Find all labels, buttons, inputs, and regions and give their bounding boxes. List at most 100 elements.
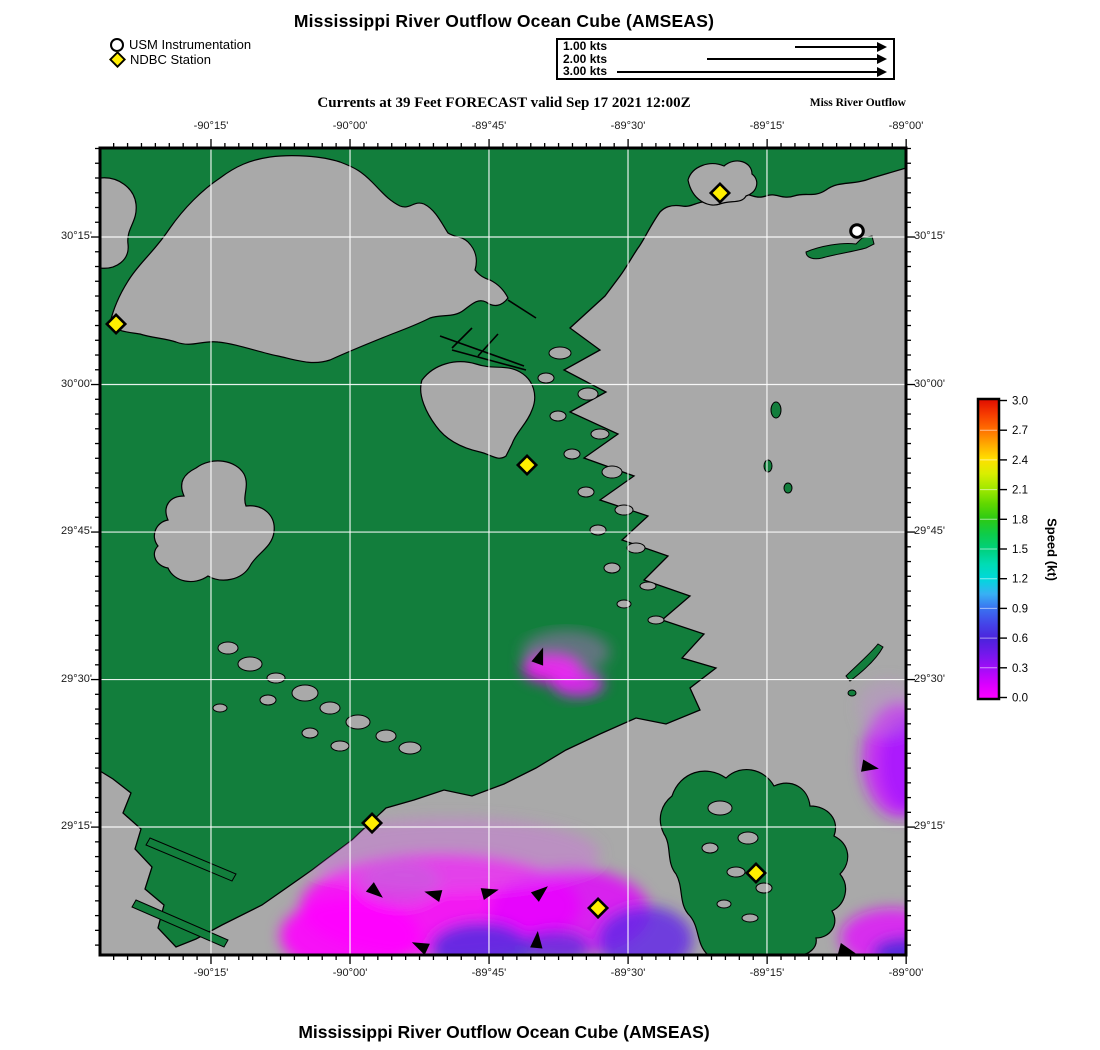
coastal-bay-northeast: [687, 160, 758, 206]
axis-tick-label: 30°00': [61, 377, 92, 390]
speed-blob: [858, 680, 906, 736]
scale-1kt-label: 1.00 kts: [563, 39, 608, 53]
speed-blob: [880, 715, 906, 811]
axis-tick-label: -89°30': [610, 967, 646, 979]
current-vector-arrow-icon: [424, 890, 443, 903]
marsh-ponds-biloxi: [537, 346, 665, 625]
map-panel: -90°15' -90°00' -89°45' -89°30' -89°15' -89°0…: [61, 120, 945, 979]
coastal-spit-2: [131, 899, 229, 948]
ndbc-station-marker: [708, 181, 732, 205]
outflow-corner-label: Miss River Outflow: [809, 97, 906, 109]
ndbc-station-marker: [105, 312, 128, 336]
barrier-islands: [805, 235, 875, 260]
axis-tick-label: -89°15': [749, 967, 785, 979]
current-vector-arrow-icon: [365, 882, 383, 898]
colorbar-tick-label: 0.9: [1012, 603, 1028, 615]
scale-3kt-label: 3.00 kts: [563, 64, 608, 79]
small-islands: [763, 401, 857, 697]
axis-tick-label: -90°00': [332, 120, 368, 132]
current-vector-arrow-icon: [530, 886, 548, 902]
stations-and-vectors: [105, 181, 879, 956]
currents-map: [91, 139, 915, 964]
current-vector-arrow-icon: [861, 759, 879, 772]
ndbc-diamond-icon: [109, 51, 126, 68]
twin-lobe-lake: [153, 460, 275, 583]
speed-blob: [522, 630, 610, 674]
axis-tick-label: 29°15': [61, 820, 92, 832]
current-vector-arrow-icon: [530, 931, 543, 949]
axis-ticks: [91, 139, 915, 964]
mississippi-sound-gulf-water: [99, 167, 907, 956]
page-title-bottom: Mississippi River Outflow Ocean Cube (AM…: [298, 1022, 710, 1042]
colorbar-tick-label: 2.4: [1012, 455, 1029, 467]
speed-blob: [552, 671, 604, 697]
ndbc-station-marker: [360, 812, 384, 835]
colorbar-tick-label: 1.5: [1012, 544, 1028, 556]
scale-1kt-arrow-icon: [795, 41, 887, 52]
axis-tick-label: -90°00': [332, 967, 368, 979]
colorbar-tick-label: 1.8: [1012, 514, 1028, 526]
lake-borgne: [420, 361, 536, 459]
axis-tick-label: 29°30': [914, 672, 945, 685]
longitude-axis-bottom: -90°15' -90°00' -89°45' -89°30' -89°15' -89°0…: [100, 967, 924, 981]
colorbar-tick-label: 1.2: [1012, 574, 1028, 586]
colorbar-tick-label: 0.6: [1012, 633, 1028, 645]
station-legend: USM Instrumentation NDBC Station: [109, 37, 251, 68]
axis-tick-label: 29°30': [61, 672, 92, 685]
colorbar-tick-label: 0.3: [1012, 663, 1028, 675]
legend-ndbc-label: NDBC Station: [130, 52, 211, 67]
current-vector-arrow-icon: [531, 647, 544, 666]
speed-colorbar: 3.0 2.7 2.4 2.1 1.8 1.5 1.2 0.9 0.6 0.3 0.0: [976, 396, 1029, 705]
speed-blob: [597, 906, 693, 955]
axis-tick-label: 29°45': [914, 525, 945, 538]
ndbc-station-marker: [744, 861, 768, 885]
speed-blob: [840, 908, 906, 955]
axis-tick-label: -90°15': [193, 120, 229, 132]
scale-2kt-label: 2.00 kts: [563, 51, 608, 66]
axis-tick-label: -89°30': [610, 120, 646, 132]
graticule-gridlines: [100, 148, 907, 955]
colorbar-tick-label: 0.0: [1012, 693, 1028, 705]
speed-field-layer: [280, 630, 906, 955]
axis-tick-label: -89°15': [749, 120, 785, 132]
marsh-ponds-west: [212, 641, 422, 755]
axis-tick-label: 30°15': [61, 230, 92, 242]
ndbc-station-marker: [586, 897, 610, 920]
current-speed-scale-box: 1.00 kts 2.00 kts 3.00 kts: [556, 38, 895, 80]
delta-east-lobe-group: [131, 235, 884, 956]
chandeleur-island: [845, 643, 884, 682]
legend-row-usm: USM Instrumentation: [110, 37, 251, 52]
scale-row-2kt: 2.00 kts: [558, 53, 893, 66]
latitude-axis-right: 30°15' 30°00' 29°45' 29°30' 29°15': [914, 148, 972, 955]
rigolets-channels: [439, 299, 537, 371]
speed-blob: [519, 930, 591, 955]
map-frame: [98, 146, 908, 957]
coastal-spit-1: [145, 837, 237, 882]
scale-row-1kt: 1.00 kts: [558, 40, 893, 53]
axis-tick-label: 30°00': [914, 377, 945, 390]
scale-3kt-arrow-icon: [617, 66, 887, 77]
scale-row-3kt: 3.00 kts: [558, 65, 893, 78]
longitude-axis-top: -90°15' -90°00' -89°45' -89°30' -89°15' -89°0…: [100, 120, 924, 134]
speed-blob: [872, 937, 906, 955]
ndbc-station-marker: [515, 453, 539, 477]
axis-tick-label: -89°00': [888, 967, 924, 979]
axis-tick-label: 29°45': [61, 525, 92, 538]
current-vector-arrow-icon: [411, 942, 430, 956]
speed-blob: [360, 861, 440, 905]
east-lobe-inlets: [701, 800, 773, 923]
axis-tick-label: 29°15': [914, 820, 945, 832]
current-vector-arrow-icon: [837, 942, 856, 955]
axis-tick-label: -89°00': [888, 120, 924, 132]
forecast-subtitle: Currents at 39 Feet FORECAST valid Sep 1…: [317, 95, 691, 111]
axis-tick-label: 30°15': [914, 230, 945, 242]
legend-row-ndbc: NDBC Station: [109, 51, 251, 68]
colorbar-tick-label: 3.0: [1012, 396, 1028, 408]
lake-pontchartrain: [109, 155, 509, 364]
speed-blob: [430, 922, 530, 955]
page-title: Mississippi River Outflow Ocean Cube (AM…: [293, 11, 715, 31]
colorbar-title: Speed (kt): [1044, 518, 1060, 581]
legend-usm-label: USM Instrumentation: [129, 37, 252, 52]
usm-circle-icon: [110, 37, 124, 52]
